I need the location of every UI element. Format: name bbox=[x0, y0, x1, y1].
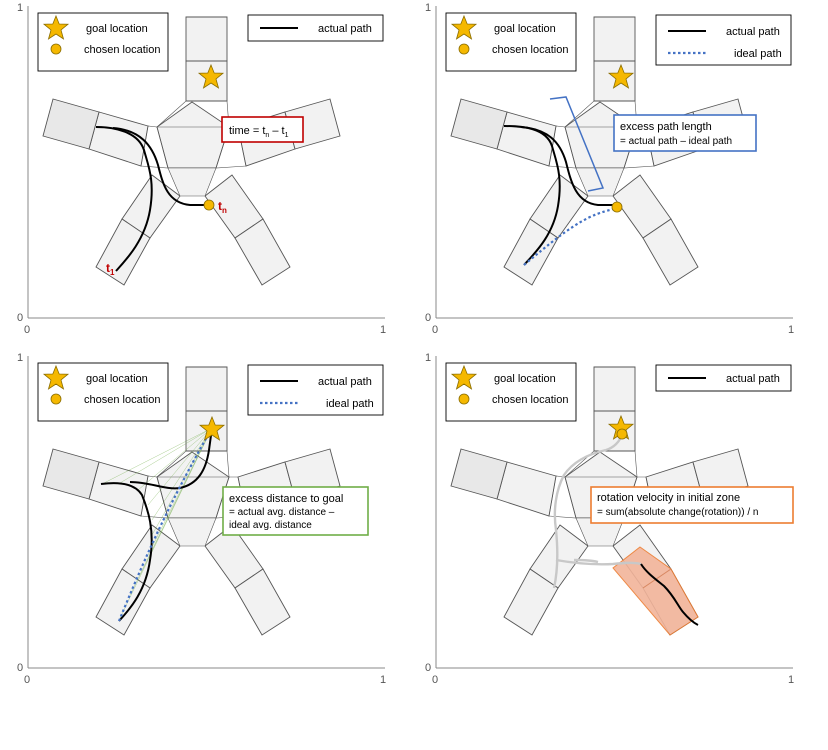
legend-paths: actual path bbox=[655, 364, 792, 392]
chosen-marker bbox=[611, 201, 623, 213]
legend-chosen-label: chosen location bbox=[84, 394, 160, 406]
legend-goal-label: goal location bbox=[86, 373, 148, 385]
legend-dot-icon bbox=[50, 43, 62, 55]
y-tick-0: 0 bbox=[425, 312, 431, 324]
excess-path-title: excess path length bbox=[620, 121, 712, 133]
y-tick-1: 1 bbox=[425, 2, 431, 14]
initial-zone-highlight bbox=[612, 546, 699, 636]
x-tick-0: 0 bbox=[432, 674, 438, 686]
actual-path-branch bbox=[112, 127, 209, 206]
excess-distance-formula-1: = actual avg. distance – bbox=[229, 507, 335, 518]
actual-path bbox=[95, 126, 153, 272]
actual-path-initial-zone bbox=[640, 563, 699, 626]
legend-dot-icon bbox=[50, 393, 62, 405]
ideal-path bbox=[117, 427, 213, 622]
legend-goal-chosen: goal location chosen location bbox=[37, 12, 169, 72]
bracket bbox=[549, 96, 605, 192]
legend-chosen-label: chosen location bbox=[84, 44, 160, 56]
legend-chosen-label: chosen location bbox=[492, 394, 568, 406]
y-tick-0: 0 bbox=[17, 312, 23, 324]
legend-actual-label: actual path bbox=[318, 376, 372, 388]
y-tick-1: 1 bbox=[17, 352, 23, 364]
panel-rotation-velocity: 1 0 0 1 rotation velocity in initial zon… bbox=[425, 352, 794, 686]
x-tick-1: 1 bbox=[788, 324, 794, 336]
chosen-marker bbox=[203, 199, 215, 211]
legend-goal-chosen: goal location chosen location bbox=[37, 362, 169, 422]
legend-ideal-label: ideal path bbox=[326, 398, 374, 410]
legend-goal-label: goal location bbox=[494, 373, 556, 385]
x-tick-0: 0 bbox=[24, 674, 30, 686]
x-tick-0: 0 bbox=[432, 324, 438, 336]
legend-goal-chosen: goal location chosen location bbox=[445, 362, 577, 422]
faded-path-branch bbox=[573, 558, 599, 564]
excess-path-box bbox=[613, 114, 757, 152]
legend-goal-label: goal location bbox=[494, 23, 556, 35]
chosen-marker bbox=[616, 428, 628, 440]
time-formula: time = tn – t1 bbox=[229, 125, 289, 139]
start-label: t1 bbox=[106, 261, 115, 277]
excess-distance-box bbox=[222, 486, 369, 536]
excess-distance-title: excess distance to goal bbox=[229, 493, 343, 505]
legend-goal-chosen: goal location chosen location bbox=[445, 12, 577, 72]
faded-path-branch-2 bbox=[555, 558, 642, 566]
end-label: tn bbox=[218, 199, 227, 215]
x-tick-1: 1 bbox=[380, 324, 386, 336]
x-tick-0: 0 bbox=[24, 324, 30, 336]
actual-path bbox=[100, 482, 153, 622]
legend-dot-icon bbox=[458, 43, 470, 55]
actual-path-branch bbox=[520, 126, 617, 206]
ideal-path bbox=[523, 206, 618, 266]
y-tick-0: 0 bbox=[425, 662, 431, 674]
x-tick-1: 1 bbox=[788, 674, 794, 686]
legend-chosen-label: chosen location bbox=[492, 44, 568, 56]
legend-dot-icon bbox=[458, 393, 470, 405]
legend-paths: actual path ideal path bbox=[655, 14, 792, 66]
y-tick-1: 1 bbox=[425, 352, 431, 364]
rotation-title: rotation velocity in initial zone bbox=[597, 492, 740, 504]
excess-path-formula: = actual path – ideal path bbox=[620, 136, 732, 147]
x-tick-1: 1 bbox=[380, 674, 386, 686]
rotation-formula: = sum(absolute change(rotation)) / n bbox=[597, 507, 758, 518]
legend-paths: actual path ideal path bbox=[247, 364, 384, 416]
y-tick-1: 1 bbox=[17, 2, 23, 14]
panel-excess-distance: 1 0 0 1 excess distance to goal = actual… bbox=[17, 352, 386, 686]
legend-ideal-label: ideal path bbox=[734, 48, 782, 60]
time-box bbox=[221, 116, 304, 143]
legend-actual-label: actual path bbox=[726, 26, 780, 38]
y-tick-0: 0 bbox=[17, 662, 23, 674]
panel-excess-path-length: 1 0 0 1 excess path length = actual path… bbox=[425, 2, 794, 336]
legend-paths: actual path bbox=[247, 14, 384, 42]
panel-time: 1 0 0 1 t1 tn time = tn – t1 goal locati… bbox=[17, 2, 386, 336]
rotation-box bbox=[590, 486, 794, 524]
legend-goal-label: goal location bbox=[86, 23, 148, 35]
legend-actual-label: actual path bbox=[726, 373, 780, 385]
excess-distance-formula-2: ideal avg. distance bbox=[229, 520, 312, 531]
legend-actual-label: actual path bbox=[318, 23, 372, 35]
